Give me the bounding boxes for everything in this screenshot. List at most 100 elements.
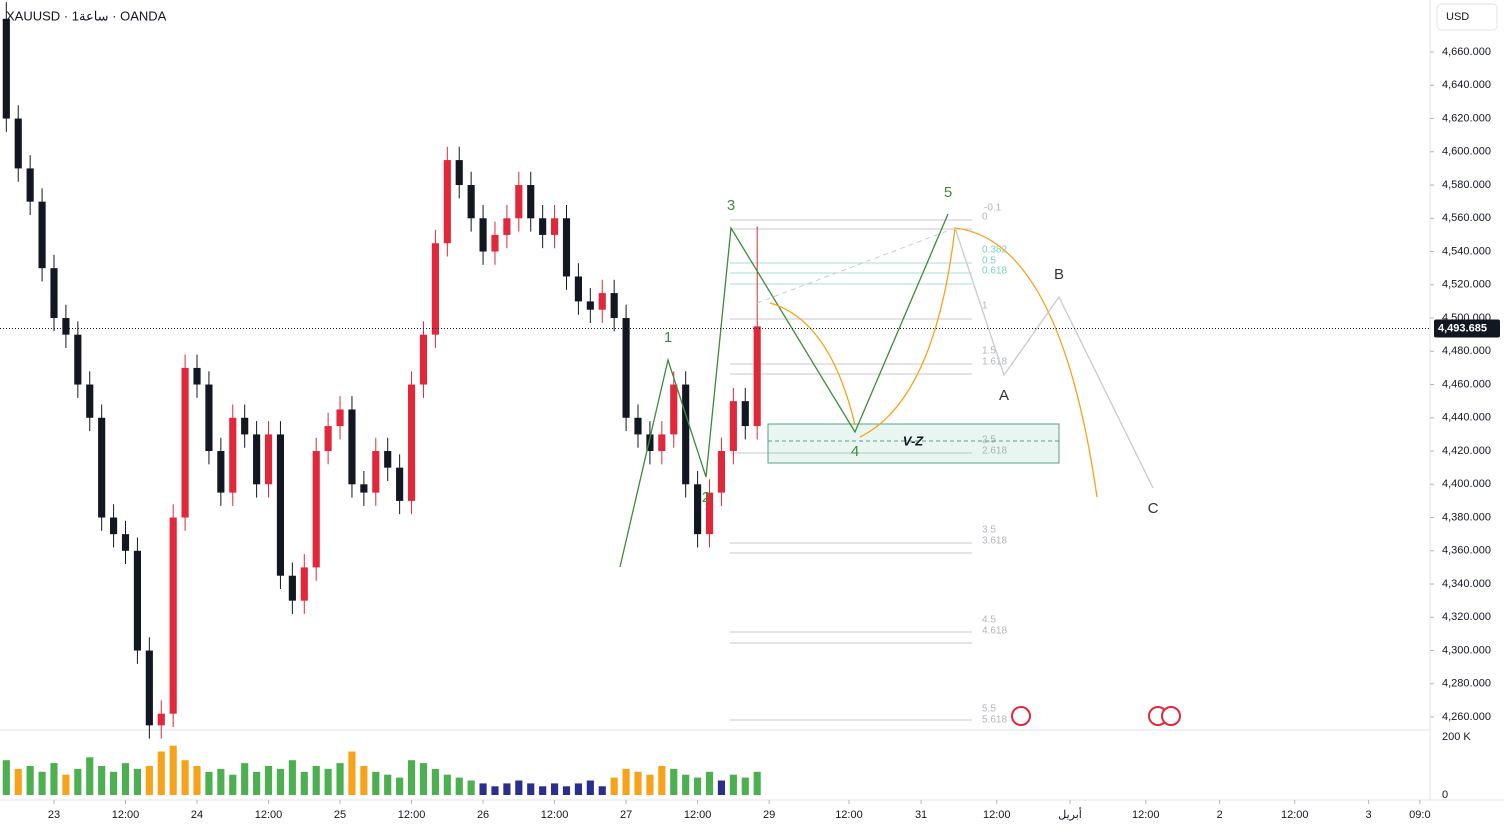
abc-line [954, 227, 1154, 489]
volume-bar [503, 783, 511, 795]
volume-bar [539, 786, 547, 795]
wave-label: B [1054, 266, 1064, 283]
candle-body [181, 367, 189, 518]
candle-body [86, 384, 94, 418]
candle-body [205, 384, 213, 452]
volume-bar [360, 766, 368, 795]
candle-body [586, 301, 594, 310]
y-tick-label: 4,260.000 [1442, 711, 1491, 723]
volume-bar [74, 768, 82, 795]
candle-body [574, 276, 582, 302]
x-tick-label: 2 [1217, 809, 1223, 821]
current-price-label: 4,493.685 [1438, 322, 1487, 334]
x-tick-label: 12:00 [983, 809, 1011, 821]
candle-body [598, 293, 606, 310]
volume-bar [169, 745, 177, 795]
candle-body [133, 550, 141, 651]
fib-label: 1 [982, 301, 988, 312]
candle-body [324, 426, 332, 452]
x-tick-label: 12:00 [398, 809, 426, 821]
volume-tick-label: 200 K [1442, 731, 1471, 743]
volume-bar [133, 768, 141, 795]
y-tick-label: 4,600.000 [1442, 146, 1491, 158]
candle-body [110, 517, 118, 535]
y-tick-label: 4,540.000 [1442, 245, 1491, 257]
y-tick-label: 4,320.000 [1442, 611, 1491, 623]
volume-bar [634, 771, 642, 795]
candles [2, 2, 761, 739]
candle-body [515, 185, 523, 219]
volume-bar [300, 771, 308, 795]
y-tick-label: 4,620.000 [1442, 112, 1491, 124]
candle-body [646, 434, 654, 452]
candle-body [62, 318, 70, 335]
x-tick-label: 12:00 [255, 809, 283, 821]
volume-bar [110, 771, 118, 795]
symbol-title: XAUUSD · 1ساعة · OANDA [6, 8, 167, 23]
candle-body [145, 650, 153, 726]
x-tick-label: أبريل [1058, 807, 1082, 821]
volume-bar [253, 771, 261, 795]
candle-body [384, 451, 392, 468]
candle-body [312, 451, 320, 568]
candle-body [336, 409, 344, 427]
candle-body [2, 18, 10, 119]
x-tick-label: 09:0 [1409, 809, 1430, 821]
wave-label: 2 [702, 489, 710, 506]
candle-body [276, 434, 285, 576]
volume-bar [443, 774, 451, 795]
candle-body [634, 417, 642, 435]
volume-bar [455, 777, 463, 795]
y-tick-label: 4,580.000 [1442, 179, 1491, 191]
volume-bar [14, 768, 22, 795]
candle-body [253, 434, 261, 485]
candle-body [622, 318, 630, 418]
volume-bar [264, 766, 273, 795]
candle-body [348, 409, 356, 485]
wave-label: 5 [944, 184, 952, 201]
candle-body [717, 451, 726, 493]
fib-label: 0.618 [982, 266, 1007, 277]
fib-label: 0.5 [982, 256, 996, 267]
y-tick-label: 4,660.000 [1442, 46, 1491, 58]
currency-label[interactable]: USD [1446, 11, 1469, 23]
volume-tick-label: 0 [1442, 789, 1448, 801]
wave-line [619, 213, 949, 568]
currency-button[interactable] [1436, 3, 1498, 31]
volume-bar [217, 768, 225, 795]
x-tick-label: 12:00 [1132, 809, 1160, 821]
volume-bar [729, 774, 737, 795]
y-tick-label: 4,300.000 [1442, 644, 1491, 656]
event-icon[interactable] [1161, 706, 1181, 726]
fib-label: 3.618 [982, 536, 1007, 547]
y-tick-label: 4,380.000 [1442, 511, 1491, 523]
candle-body [610, 293, 618, 319]
candle-body [241, 417, 249, 435]
candle-body [74, 334, 82, 385]
volume-bar [598, 786, 606, 795]
current-price-box [1434, 319, 1500, 338]
candle-body [467, 185, 475, 219]
volume-bar [276, 768, 285, 795]
candle-body [288, 575, 296, 601]
volume-bar [467, 780, 475, 795]
candle-body [169, 517, 177, 714]
volume-bar [62, 774, 70, 795]
event-icon[interactable] [1011, 706, 1031, 726]
candle-body [50, 268, 58, 319]
candle-body [491, 234, 499, 252]
y-tick-label: 4,280.000 [1442, 678, 1491, 690]
volume-bar [610, 777, 618, 795]
volume-bar [324, 768, 332, 795]
candle-body [658, 434, 666, 452]
volume-bar [479, 783, 487, 795]
y-tick-label: 4,480.000 [1442, 345, 1491, 357]
fib-label: 4.5 [982, 615, 996, 626]
volume-bar [372, 771, 380, 795]
candle-body [431, 243, 439, 335]
candle-body [193, 367, 201, 385]
volume-bar [527, 783, 535, 795]
fib-label: 3.5 [982, 525, 996, 536]
